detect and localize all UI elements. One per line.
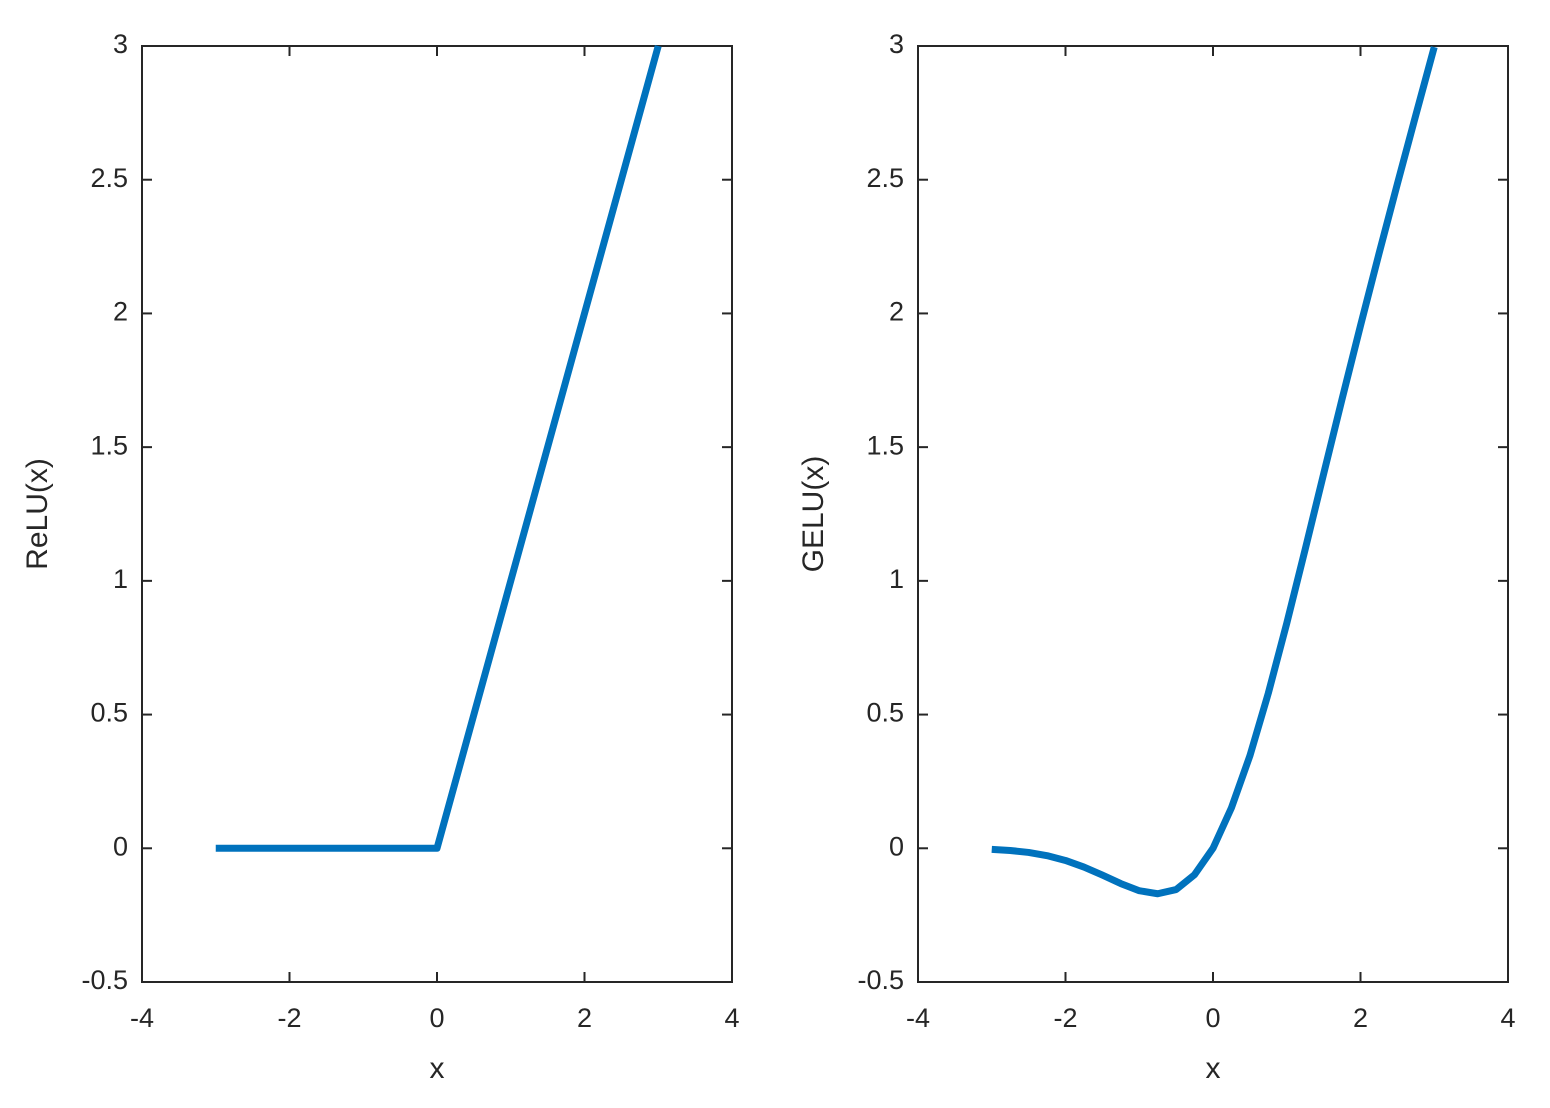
plot-area: [141, 45, 733, 983]
plot-area: [917, 45, 1509, 983]
y-tick-label: 2.5: [90, 163, 128, 193]
x-tick-label: 4: [724, 1003, 739, 1033]
x-axis-label: x: [1206, 1052, 1221, 1085]
y-axis-label: ReLU(x): [21, 458, 54, 570]
x-tick-label: -2: [277, 1003, 301, 1033]
y-tick-label: 3: [113, 29, 128, 59]
y-tick-label: 2: [113, 297, 128, 327]
x-axis-label: x: [430, 1052, 445, 1085]
y-tick-label: 0.5: [90, 698, 128, 728]
x-tick-label: -4: [906, 1003, 930, 1033]
x-tick-label: 2: [577, 1003, 592, 1033]
x-tick-label: -2: [1053, 1003, 1077, 1033]
x-tick-label: 0: [429, 1003, 444, 1033]
x-tick-label: 2: [1353, 1003, 1368, 1033]
y-tick-label: 0: [113, 831, 128, 861]
y-tick-label: 1.5: [866, 430, 904, 460]
y-tick-label: -0.5: [81, 965, 128, 995]
y-tick-label: 2: [889, 297, 904, 327]
line-series: [991, 46, 1438, 898]
y-axis-label: GELU(x): [797, 456, 830, 573]
y-tick-label: 0.5: [866, 698, 904, 728]
y-tick-label: 3: [889, 29, 904, 59]
y-tick-label: 1: [113, 564, 128, 594]
x-tick-label: 4: [1500, 1003, 1515, 1033]
y-tick-label: 2.5: [866, 163, 904, 193]
x-tick-label: 0: [1205, 1003, 1220, 1033]
line-series: [215, 45, 662, 852]
y-tick-label: 1.5: [90, 430, 128, 460]
y-tick-label: 0: [889, 831, 904, 861]
y-tick-label: 1: [889, 564, 904, 594]
y-tick-label: -0.5: [857, 965, 904, 995]
x-tick-label: -4: [130, 1003, 154, 1033]
